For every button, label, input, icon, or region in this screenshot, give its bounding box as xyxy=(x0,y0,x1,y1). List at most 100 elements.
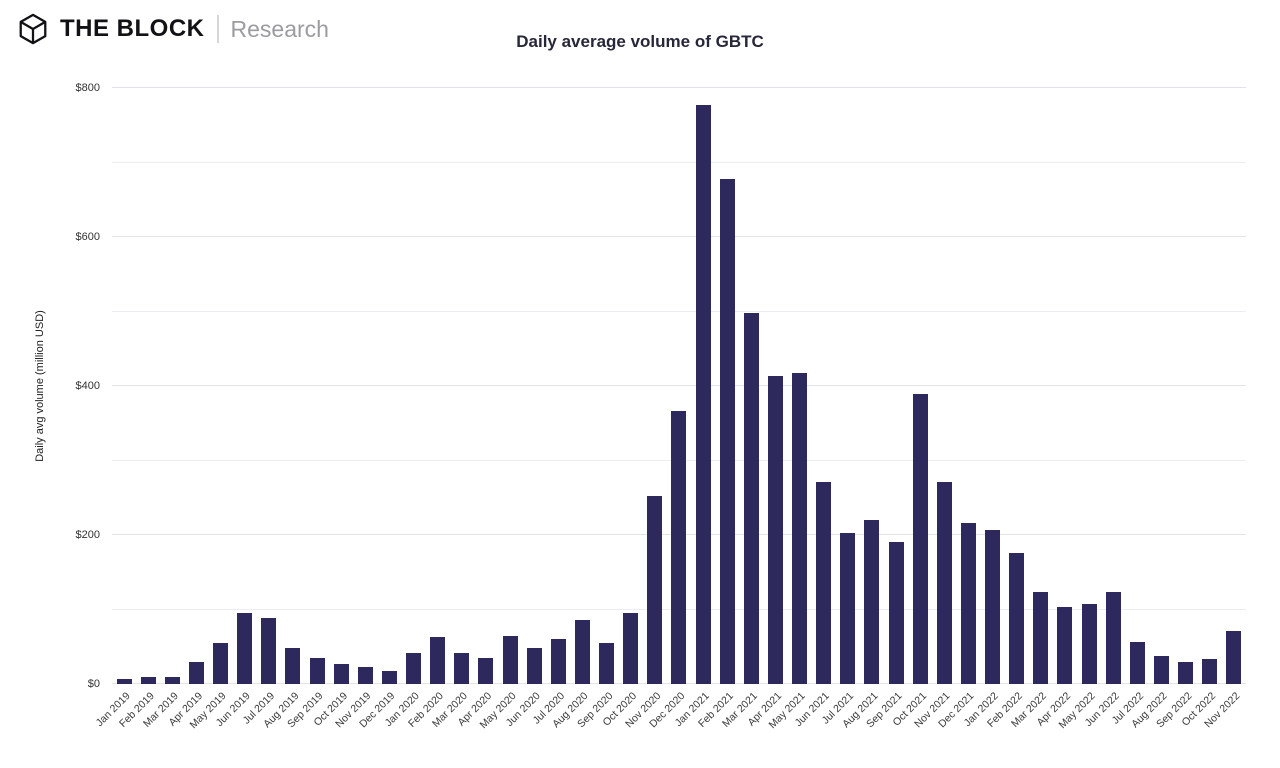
chart-bar xyxy=(743,313,759,684)
bar-slot: Dec 2019 xyxy=(358,88,401,730)
chart-bar xyxy=(188,661,204,684)
gridline xyxy=(112,310,1246,312)
chart-bar xyxy=(671,410,687,684)
chart-bar xyxy=(1202,658,1218,684)
bar-slot: Mar 2019 xyxy=(141,88,184,730)
bar-slot: Apr 2021 xyxy=(745,88,787,729)
chart-bar xyxy=(406,653,422,684)
bar-slot: Jun 2022 xyxy=(1083,88,1125,729)
chart-bar xyxy=(840,532,856,684)
bar-slot: Oct 2019 xyxy=(311,88,353,729)
chart-bar xyxy=(960,523,976,684)
bars-layer: Jan 2019 Feb 2019 Mar 2019 Apr 2019 May 2019… xyxy=(94,88,1246,731)
chart-bar xyxy=(454,652,470,684)
chart-bar xyxy=(695,105,711,684)
chart-bar xyxy=(912,394,928,684)
bar-slot: May 2022 xyxy=(1056,88,1101,731)
bar-slot: Oct 2021 xyxy=(890,88,932,729)
chart-title: Daily average volume of GBTC xyxy=(516,32,764,51)
bar-slot: Nov 2022 xyxy=(1202,88,1246,730)
chart-bar xyxy=(526,648,542,684)
bar-slot: Dec 2021 xyxy=(937,88,980,730)
gridline xyxy=(112,161,1246,163)
chart-bar xyxy=(985,529,1001,684)
bar-slot: Apr 2022 xyxy=(1035,88,1077,729)
bar-slot: Sep 2021 xyxy=(864,88,908,730)
bar-slot: Apr 2020 xyxy=(456,88,498,729)
chart-bar xyxy=(574,619,590,684)
chart-bar xyxy=(1178,662,1194,684)
chart-bar xyxy=(1105,592,1121,684)
y-axis-title: Daily avg volume (million USD) xyxy=(34,310,46,462)
the-block-logo-icon xyxy=(16,12,50,46)
brand-research: Research xyxy=(230,15,329,42)
chart-bar xyxy=(1009,552,1025,684)
chart-bar xyxy=(164,677,180,684)
chart-bar xyxy=(237,613,253,684)
bar-slot: May 2019 xyxy=(188,88,233,731)
bar-slot: Nov 2021 xyxy=(913,88,956,730)
bar-slot: Sep 2020 xyxy=(575,88,619,730)
bar-slot: Dec 2020 xyxy=(647,88,691,730)
bar-slot: Jan 2019 xyxy=(94,88,136,729)
chart-bar xyxy=(140,676,156,684)
y-tick-label: $200 xyxy=(75,529,100,541)
chart-bar xyxy=(767,376,783,684)
plot-area: Jan 2019 Feb 2019 Mar 2019 Apr 2019 May 2019… xyxy=(94,87,1246,731)
chart-bar xyxy=(333,663,349,684)
bar-slot: Jul 2019 xyxy=(241,88,281,727)
bar-slot: Nov 2020 xyxy=(623,88,667,730)
chart-bar xyxy=(285,648,301,684)
chart-bar xyxy=(309,657,325,684)
chart-bar xyxy=(116,678,132,684)
chart-bar xyxy=(647,496,663,684)
chart-bar xyxy=(792,372,808,684)
chart-bar xyxy=(888,542,904,684)
bar-slot: Oct 2022 xyxy=(1180,88,1222,729)
chart-bar xyxy=(1057,606,1073,684)
bar-slot: Aug 2021 xyxy=(840,88,884,730)
y-tick-label: $800 xyxy=(75,82,100,94)
bar-slot: Feb 2022 xyxy=(985,88,1029,730)
bar-slot: Nov 2019 xyxy=(334,88,377,730)
bar-slot: Feb 2019 xyxy=(117,88,160,730)
y-axis-tick-labels: $0 $200 $400 $600 $800 xyxy=(58,82,106,690)
brand-divider xyxy=(216,15,219,43)
chart-bar xyxy=(599,643,615,684)
chart-bar xyxy=(381,670,397,684)
chart-bar xyxy=(864,520,880,684)
brand-name: THE BLOCK xyxy=(60,15,205,42)
chart-bar xyxy=(936,482,952,684)
bar-slot: Jun 2020 xyxy=(504,88,546,729)
bar-slot: Sep 2022 xyxy=(1154,88,1198,730)
gridline xyxy=(112,385,1246,386)
y-tick-label: $0 xyxy=(87,678,100,690)
bar-slot: May 2020 xyxy=(477,88,522,731)
bar-slot: Jun 2021 xyxy=(793,88,836,729)
y-tick-label: $400 xyxy=(75,380,100,392)
bar-slot: Aug 2020 xyxy=(551,88,594,730)
bar-slot: Jan 2022 xyxy=(962,88,1005,729)
chart-bar xyxy=(1033,591,1049,684)
bar-slot: Oct 2020 xyxy=(601,88,643,729)
bar-slot: Feb 2020 xyxy=(406,88,450,730)
chart-bar xyxy=(1153,655,1169,684)
chart-bar xyxy=(719,178,735,684)
bar-slot: Sep 2019 xyxy=(285,88,329,730)
bar-slot: Jan 2021 xyxy=(673,88,715,729)
chart-bar xyxy=(623,613,639,684)
bar-slot: Aug 2022 xyxy=(1130,88,1173,730)
bar-slot: Feb 2021 xyxy=(696,88,739,730)
bar-slot: Jul 2022 xyxy=(1109,88,1149,727)
bar-slot: Apr 2019 xyxy=(166,88,208,729)
chart-bar xyxy=(1081,603,1097,684)
bar-slot: Jul 2020 xyxy=(530,88,570,727)
bar-slot: Jun 2019 xyxy=(214,88,257,729)
bar-slot: May 2021 xyxy=(767,88,812,731)
y-tick-label: $600 xyxy=(75,231,100,243)
gridline xyxy=(112,87,1246,88)
chart-bar xyxy=(550,638,566,684)
chart-bar xyxy=(816,482,832,684)
chart-bar xyxy=(1129,642,1145,684)
bar-slot: Jan 2020 xyxy=(383,88,426,729)
